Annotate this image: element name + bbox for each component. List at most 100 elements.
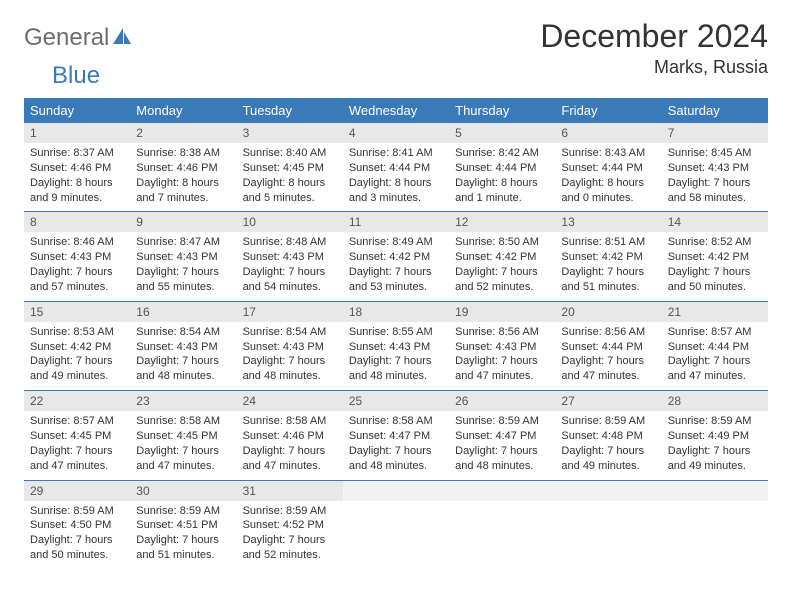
sunrise-text: Sunrise: 8:59 AM (561, 414, 655, 429)
calendar-cell: 22Sunrise: 8:57 AMSunset: 4:45 PMDayligh… (24, 391, 130, 480)
day-content: Sunrise: 8:51 AMSunset: 4:42 PMDaylight:… (555, 232, 661, 300)
daylight-text: Daylight: 7 hours and 47 minutes. (243, 444, 337, 474)
day-content: Sunrise: 8:57 AMSunset: 4:45 PMDaylight:… (24, 411, 130, 479)
day-content: Sunrise: 8:59 AMSunset: 4:50 PMDaylight:… (24, 501, 130, 569)
sunset-text: Sunset: 4:44 PM (455, 161, 549, 176)
sunset-text: Sunset: 4:43 PM (136, 340, 230, 355)
daylight-text: Daylight: 7 hours and 54 minutes. (243, 265, 337, 295)
calendar-cell: 21Sunrise: 8:57 AMSunset: 4:44 PMDayligh… (662, 302, 768, 391)
day-content: Sunrise: 8:47 AMSunset: 4:43 PMDaylight:… (130, 232, 236, 300)
sunrise-text: Sunrise: 8:56 AM (561, 325, 655, 340)
sunset-text: Sunset: 4:44 PM (349, 161, 443, 176)
sunset-text: Sunset: 4:46 PM (136, 161, 230, 176)
sunset-text: Sunset: 4:44 PM (668, 340, 762, 355)
sunrise-text: Sunrise: 8:49 AM (349, 235, 443, 250)
day-number (555, 481, 661, 501)
sunrise-text: Sunrise: 8:45 AM (668, 146, 762, 161)
month-title: December 2024 (540, 18, 768, 55)
calendar-cell: 30Sunrise: 8:59 AMSunset: 4:51 PMDayligh… (130, 481, 236, 569)
daylight-text: Daylight: 7 hours and 48 minutes. (455, 444, 549, 474)
day-content: Sunrise: 8:46 AMSunset: 4:43 PMDaylight:… (24, 232, 130, 300)
sunrise-text: Sunrise: 8:57 AM (668, 325, 762, 340)
sunrise-text: Sunrise: 8:42 AM (455, 146, 549, 161)
day-number: 15 (24, 302, 130, 322)
day-content: Sunrise: 8:40 AMSunset: 4:45 PMDaylight:… (237, 143, 343, 211)
day-content: Sunrise: 8:49 AMSunset: 4:42 PMDaylight:… (343, 232, 449, 300)
weekday-header: Wednesday (343, 98, 449, 123)
sunset-text: Sunset: 4:43 PM (243, 250, 337, 265)
calendar-row: 29Sunrise: 8:59 AMSunset: 4:50 PMDayligh… (24, 481, 768, 569)
sunrise-text: Sunrise: 8:37 AM (30, 146, 124, 161)
sunrise-text: Sunrise: 8:59 AM (243, 504, 337, 519)
calendar-cell: 18Sunrise: 8:55 AMSunset: 4:43 PMDayligh… (343, 302, 449, 391)
location: Marks, Russia (540, 57, 768, 78)
sunset-text: Sunset: 4:42 PM (349, 250, 443, 265)
sunset-text: Sunset: 4:49 PM (668, 429, 762, 444)
sunrise-text: Sunrise: 8:59 AM (455, 414, 549, 429)
sunset-text: Sunset: 4:42 PM (561, 250, 655, 265)
sunrise-text: Sunrise: 8:47 AM (136, 235, 230, 250)
calendar-row: 1Sunrise: 8:37 AMSunset: 4:46 PMDaylight… (24, 123, 768, 212)
sail-icon (111, 26, 133, 51)
sunrise-text: Sunrise: 8:46 AM (30, 235, 124, 250)
daylight-text: Daylight: 8 hours and 7 minutes. (136, 176, 230, 206)
sunrise-text: Sunrise: 8:56 AM (455, 325, 549, 340)
day-content: Sunrise: 8:55 AMSunset: 4:43 PMDaylight:… (343, 322, 449, 390)
daylight-text: Daylight: 8 hours and 0 minutes. (561, 176, 655, 206)
calendar-cell: 1Sunrise: 8:37 AMSunset: 4:46 PMDaylight… (24, 123, 130, 212)
day-number: 12 (449, 212, 555, 232)
daylight-text: Daylight: 8 hours and 9 minutes. (30, 176, 124, 206)
calendar-cell: 23Sunrise: 8:58 AMSunset: 4:45 PMDayligh… (130, 391, 236, 480)
daylight-text: Daylight: 7 hours and 58 minutes. (668, 176, 762, 206)
sunrise-text: Sunrise: 8:50 AM (455, 235, 549, 250)
day-content: Sunrise: 8:57 AMSunset: 4:44 PMDaylight:… (662, 322, 768, 390)
daylight-text: Daylight: 7 hours and 52 minutes. (455, 265, 549, 295)
day-number: 8 (24, 212, 130, 232)
sunrise-text: Sunrise: 8:54 AM (136, 325, 230, 340)
day-number: 25 (343, 391, 449, 411)
daylight-text: Daylight: 7 hours and 48 minutes. (136, 354, 230, 384)
sunrise-text: Sunrise: 8:59 AM (136, 504, 230, 519)
daylight-text: Daylight: 7 hours and 47 minutes. (455, 354, 549, 384)
calendar-cell (662, 481, 768, 569)
weekday-header: Saturday (662, 98, 768, 123)
sunset-text: Sunset: 4:45 PM (243, 161, 337, 176)
daylight-text: Daylight: 8 hours and 5 minutes. (243, 176, 337, 206)
sunset-text: Sunset: 4:45 PM (136, 429, 230, 444)
day-content: Sunrise: 8:56 AMSunset: 4:43 PMDaylight:… (449, 322, 555, 390)
logo: General (24, 24, 135, 52)
day-content: Sunrise: 8:41 AMSunset: 4:44 PMDaylight:… (343, 143, 449, 211)
calendar-cell: 15Sunrise: 8:53 AMSunset: 4:42 PMDayligh… (24, 302, 130, 391)
day-number: 20 (555, 302, 661, 322)
calendar-row: 22Sunrise: 8:57 AMSunset: 4:45 PMDayligh… (24, 391, 768, 480)
calendar-cell: 5Sunrise: 8:42 AMSunset: 4:44 PMDaylight… (449, 123, 555, 212)
logo-text-general: General (24, 24, 109, 52)
day-content: Sunrise: 8:58 AMSunset: 4:46 PMDaylight:… (237, 411, 343, 479)
daylight-text: Daylight: 7 hours and 47 minutes. (561, 354, 655, 384)
day-number: 29 (24, 481, 130, 501)
calendar-cell (555, 481, 661, 569)
sunset-text: Sunset: 4:43 PM (136, 250, 230, 265)
day-number: 23 (130, 391, 236, 411)
day-number: 2 (130, 123, 236, 143)
day-content: Sunrise: 8:53 AMSunset: 4:42 PMDaylight:… (24, 322, 130, 390)
sunrise-text: Sunrise: 8:41 AM (349, 146, 443, 161)
calendar-cell: 16Sunrise: 8:54 AMSunset: 4:43 PMDayligh… (130, 302, 236, 391)
sunrise-text: Sunrise: 8:54 AM (243, 325, 337, 340)
day-content: Sunrise: 8:59 AMSunset: 4:49 PMDaylight:… (662, 411, 768, 479)
day-number: 30 (130, 481, 236, 501)
calendar-cell: 26Sunrise: 8:59 AMSunset: 4:47 PMDayligh… (449, 391, 555, 480)
day-content: Sunrise: 8:48 AMSunset: 4:43 PMDaylight:… (237, 232, 343, 300)
day-content: Sunrise: 8:58 AMSunset: 4:45 PMDaylight:… (130, 411, 236, 479)
day-content: Sunrise: 8:54 AMSunset: 4:43 PMDaylight:… (237, 322, 343, 390)
day-number (343, 481, 449, 501)
calendar-row: 15Sunrise: 8:53 AMSunset: 4:42 PMDayligh… (24, 302, 768, 391)
calendar-cell: 31Sunrise: 8:59 AMSunset: 4:52 PMDayligh… (237, 481, 343, 569)
calendar-cell: 24Sunrise: 8:58 AMSunset: 4:46 PMDayligh… (237, 391, 343, 480)
day-content: Sunrise: 8:42 AMSunset: 4:44 PMDaylight:… (449, 143, 555, 211)
sunset-text: Sunset: 4:42 PM (455, 250, 549, 265)
daylight-text: Daylight: 7 hours and 49 minutes. (561, 444, 655, 474)
weekday-header: Monday (130, 98, 236, 123)
sunset-text: Sunset: 4:52 PM (243, 518, 337, 533)
sunrise-text: Sunrise: 8:52 AM (668, 235, 762, 250)
